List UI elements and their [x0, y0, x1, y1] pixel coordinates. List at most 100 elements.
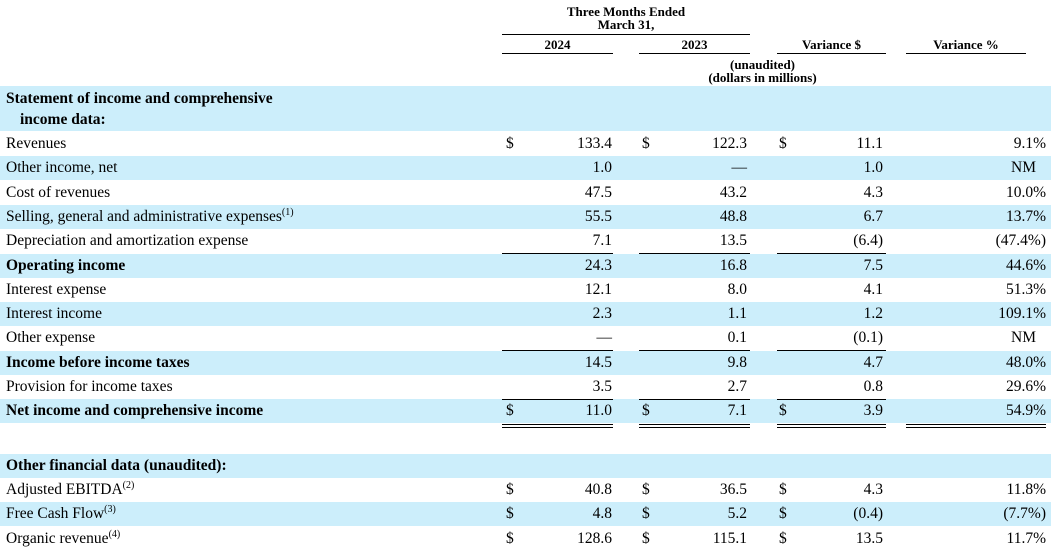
period-header-line1: Three Months Ended: [566, 4, 686, 19]
value-variance-dollar: 0.8: [863, 378, 883, 395]
value-variance-percent: 29.6%: [1005, 378, 1046, 395]
currency-2023: $: [642, 402, 650, 420]
note-dollars-in-millions: (dollars in millions): [708, 70, 817, 85]
row-label-text: Depreciation and amortization expense: [6, 232, 249, 250]
row-label-text: Cost of revenues: [6, 183, 111, 201]
value-variance-percent: NM: [1011, 329, 1036, 347]
value-2023: 0.1: [727, 329, 747, 347]
value-2024: 55.5: [584, 207, 612, 225]
row-label: Adjusted EBITDA(2): [6, 478, 134, 502]
column-header-rule-var-pct: [906, 53, 1026, 54]
row-label-text: Other income, net: [6, 159, 118, 177]
currency-2024: $: [506, 481, 514, 498]
note-unaudited: (unaudited): [729, 57, 796, 72]
table-row: Free Cash Flow(3) $ $ $4.8 5.2 (0.4) (7.7%): [0, 502, 1051, 527]
currency-variance: $: [779, 529, 787, 547]
value-2023: 5.2: [727, 505, 747, 523]
row-label: Provision for income taxes: [6, 375, 173, 399]
currency-2023: $: [642, 529, 650, 547]
value-2024: 4.8: [592, 505, 612, 523]
value-variance-dollar: 6.7: [863, 207, 883, 225]
row-label: Revenues: [6, 132, 66, 156]
value-variance-percent: 109.1%: [998, 305, 1046, 323]
value-2024: 2.3: [592, 305, 612, 323]
table-row: Organic revenue(4) $ $ $128.6 115.1 13.5 11.7%: [0, 527, 1051, 551]
row-label: Free Cash Flow(3): [6, 502, 116, 526]
value-variance-dollar: 4.7: [863, 353, 883, 371]
table-row: Other expense — 0.1 (0.1) NM: [0, 326, 1051, 350]
table-row: Operating income 24.3 16.8 7.5 44.6%: [0, 253, 1051, 278]
footnote-marker: (4): [108, 528, 121, 540]
value-variance-percent: 54.9%: [1005, 402, 1046, 420]
table-row: Revenues $ $ $133.4 122.3 11.1 9.1%: [0, 132, 1051, 156]
row-label-text: Provision for income taxes: [6, 378, 173, 395]
value-2024: 3.5: [592, 378, 612, 395]
value-variance-percent: 11.8%: [1006, 481, 1046, 498]
value-2023: 8.0: [727, 280, 747, 298]
currency-2024: $: [506, 402, 514, 420]
total-double-rule-pct: [906, 424, 1046, 428]
value-2024: 40.8: [584, 481, 612, 498]
column-header-2023: 2023: [681, 37, 708, 52]
section-heading-line1: Statement of income and comprehensive: [6, 90, 273, 107]
value-2024: 1.0: [592, 159, 612, 177]
value-variance-dollar: 11.1: [856, 135, 883, 152]
currency-2023: $: [642, 135, 650, 152]
value-variance-dollar: 4.3: [863, 481, 883, 498]
column-header-rule-2024: [502, 53, 613, 54]
table-row: Cost of revenues 47.5 43.2 4.3 10.0%: [0, 181, 1051, 205]
table-row: Net income and comprehensive income $ $ $11…: [0, 399, 1051, 424]
value-2023: 122.3: [712, 135, 747, 152]
value-variance-percent: 9.1%: [1013, 135, 1046, 152]
value-variance-dollar: 4.3: [863, 183, 883, 201]
value-2023: 16.8: [719, 256, 747, 274]
value-2023: 48.8: [719, 207, 747, 225]
footnote-marker: (2): [122, 479, 135, 491]
value-variance-dollar: 1.2: [863, 305, 883, 323]
value-2024: 133.4: [577, 135, 612, 152]
table-row: Provision for income taxes 3.5 2.7 0.8 29.6%: [0, 375, 1051, 399]
column-header-variance-percent: Variance %: [933, 37, 999, 52]
table-row: Selling, general and administrative expe…: [0, 204, 1051, 229]
value-2024: 128.6: [577, 529, 612, 547]
value-variance-dollar: (0.4): [853, 505, 883, 523]
value-2024: 47.5: [584, 183, 612, 201]
subtotal-rule2-var: [777, 350, 886, 351]
value-2023: 1.1: [727, 305, 747, 323]
value-variance-dollar: 4.1: [863, 280, 883, 298]
subtotal-rule-2023: [639, 253, 750, 254]
table-row: Income before income taxes 14.5 9.8 4.7 48.0…: [0, 350, 1051, 375]
row-label: Depreciation and amortization expense: [6, 229, 248, 253]
row-label: Other expense: [6, 326, 95, 350]
subtotal-rule-var: [777, 253, 886, 254]
value-variance-dollar: 1.0: [863, 159, 883, 177]
section-heading-other-financial-data: Other financial data (unaudited):: [0, 454, 1051, 478]
section-heading-label: Other financial data (unaudited):: [6, 457, 227, 474]
row-label: Interest income: [6, 302, 102, 326]
currency-2024: $: [506, 529, 514, 547]
row-label-text: Income before income taxes: [6, 353, 190, 371]
table-row: Other income, net 1.0 — 1.0 NM: [0, 156, 1051, 181]
period-header-rule: [502, 34, 750, 35]
row-label-text: Selling, general and administrative expe…: [6, 207, 282, 225]
value-2023: 9.8: [727, 353, 747, 371]
footnote-marker: (1): [281, 206, 294, 218]
row-label: Net income and comprehensive income: [6, 399, 263, 423]
total-top-rule-2024: [502, 399, 613, 400]
row-label-text: Free Cash Flow: [6, 505, 105, 523]
value-2023: 43.2: [719, 183, 747, 201]
row-label: Operating income: [6, 254, 125, 278]
value-variance-percent: 13.7%: [1005, 207, 1046, 225]
table-row: Depreciation and amortization expense 7.1…: [0, 229, 1051, 253]
currency-2024: $: [506, 505, 514, 523]
section-heading-income-statement: Statement of income and comprehensive in…: [0, 86, 1051, 131]
currency-variance: $: [779, 481, 787, 498]
currency-variance: $: [779, 402, 787, 420]
period-header-line2: March 31,: [597, 17, 655, 32]
value-variance-dollar: 7.5: [863, 256, 883, 274]
footnote-marker: (3): [104, 504, 116, 516]
value-2023: 36.5: [719, 481, 747, 498]
row-label-text: Interest income: [6, 305, 102, 323]
currency-2024: $: [506, 135, 514, 152]
value-variance-dollar: (0.1): [853, 329, 883, 347]
